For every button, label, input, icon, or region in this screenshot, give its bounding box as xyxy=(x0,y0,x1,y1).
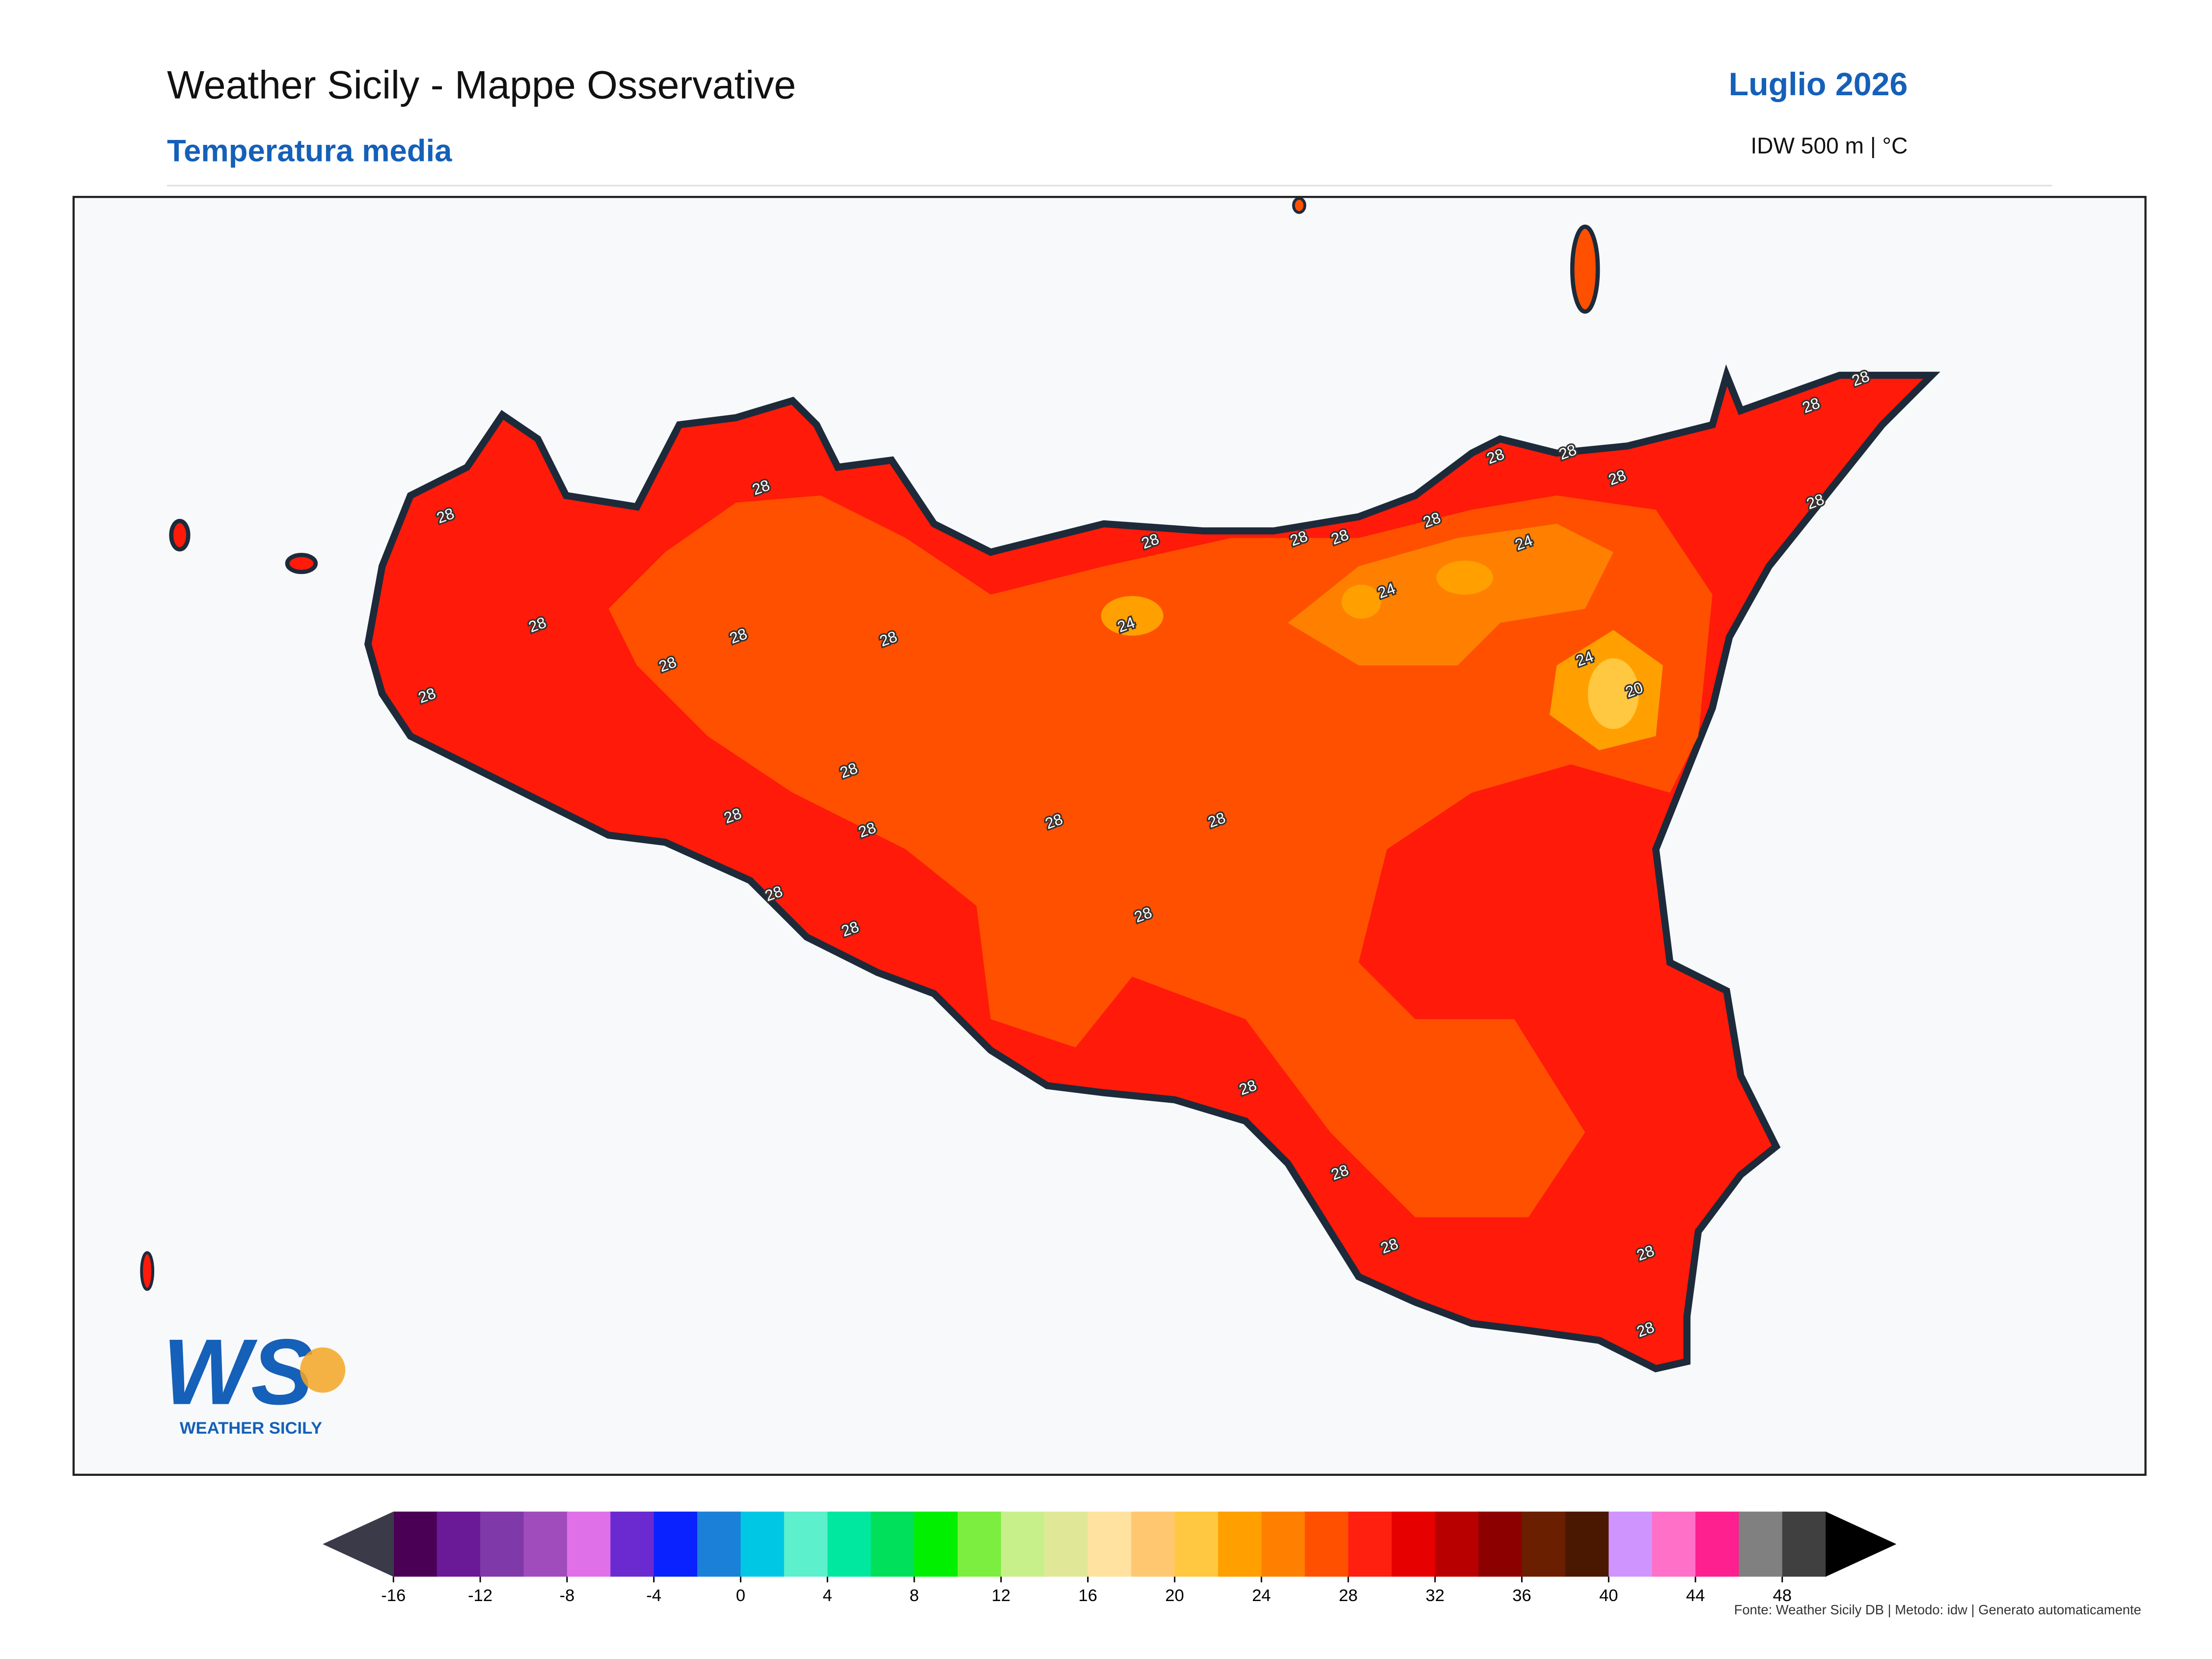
colorbar-tick-label: 16 xyxy=(1078,1586,1097,1605)
colorbar-tick-label: 24 xyxy=(1252,1586,1271,1605)
colorbar-bin xyxy=(1131,1511,1175,1577)
warm-area xyxy=(608,495,1713,1218)
colorbar-bin xyxy=(1044,1511,1089,1577)
colorbar-tick-label: 4 xyxy=(823,1586,832,1605)
logo: WS WEATHER SICILY xyxy=(163,1320,346,1438)
colorbar-bin xyxy=(437,1511,481,1577)
colorbar-bin xyxy=(1522,1511,1566,1577)
mild-area xyxy=(1287,523,1613,666)
colorbar-bin xyxy=(740,1511,785,1577)
colorbar-bin xyxy=(1174,1511,1219,1577)
nebrodi-area xyxy=(1436,560,1493,595)
logo-name: WEATHER SICILY xyxy=(180,1419,322,1438)
nebrodi-area xyxy=(1341,584,1382,619)
colorbar-tick-label: -16 xyxy=(381,1586,406,1605)
subtitle: Temperatura media xyxy=(167,134,452,168)
island xyxy=(1292,197,1307,214)
colorbar-bin xyxy=(480,1511,524,1577)
colorbar-bin xyxy=(1392,1511,1436,1577)
colorbar-tick-label: 28 xyxy=(1339,1586,1358,1605)
colorbar-bin xyxy=(827,1511,872,1577)
colorbar-bin xyxy=(957,1511,1002,1577)
colorbar-bin xyxy=(1652,1511,1696,1577)
island xyxy=(1570,224,1600,314)
colorbar-under xyxy=(323,1511,394,1577)
colorbar-bin xyxy=(523,1511,568,1577)
colorbar-tick-label: 44 xyxy=(1686,1586,1705,1605)
etna-peak xyxy=(1587,658,1639,729)
colorbar-tick-label: 8 xyxy=(909,1586,919,1605)
period: Luglio 2026 xyxy=(1729,66,1908,103)
footer-source: Fonte: Weather Sicily DB | Metodo: idw |… xyxy=(1734,1602,2141,1617)
colorbar-bin xyxy=(610,1511,655,1577)
colorbar-bin xyxy=(1478,1511,1523,1577)
colorbar-bin xyxy=(1305,1511,1349,1577)
colorbar-tick-label: 40 xyxy=(1599,1586,1618,1605)
colorbar-bin xyxy=(1739,1511,1783,1577)
island xyxy=(169,518,191,552)
colorbar-bin xyxy=(1565,1511,1610,1577)
colorbar-tick-label: 12 xyxy=(991,1586,1010,1605)
madonie-area xyxy=(1101,596,1164,636)
colorbar-bin xyxy=(1218,1511,1262,1577)
colorbar-bin xyxy=(1609,1511,1653,1577)
colorbar-bin xyxy=(567,1511,611,1577)
colorbar-tick-label: 32 xyxy=(1425,1586,1444,1605)
colorbar-bin xyxy=(1261,1511,1306,1577)
colorbar-tick-label: 36 xyxy=(1512,1586,1531,1605)
colorbar-bin xyxy=(393,1511,438,1577)
colorbar-tick-label: 0 xyxy=(736,1586,745,1605)
title: Weather Sicily - Mappe Osservative xyxy=(167,63,796,107)
island xyxy=(140,1251,155,1291)
colorbar-bin xyxy=(1435,1511,1479,1577)
method: IDW 500 m | °C xyxy=(1750,133,1908,158)
colorbar-tick-label: -8 xyxy=(559,1586,574,1605)
logo-mark: WS xyxy=(163,1320,313,1424)
colorbar-bin xyxy=(1695,1511,1740,1577)
logo-sun xyxy=(300,1347,346,1393)
colorbar-bin xyxy=(914,1511,958,1577)
island xyxy=(285,553,318,574)
colorbar-bin xyxy=(1782,1511,1827,1577)
colorbar-bin xyxy=(1088,1511,1132,1577)
colorbar-bin xyxy=(1001,1511,1045,1577)
colorbar-bin xyxy=(784,1511,828,1577)
colorbar-tick-label: -12 xyxy=(468,1586,492,1605)
colorbar-over xyxy=(1826,1511,1897,1577)
colorbar-bin xyxy=(1348,1511,1393,1577)
colorbar-bin xyxy=(654,1511,698,1577)
colorbar-tick-label: 48 xyxy=(1773,1586,1792,1605)
colorbar-tick-label: -4 xyxy=(646,1586,661,1605)
colorbar-bin xyxy=(697,1511,741,1577)
colorbar-bin xyxy=(871,1511,915,1577)
colorbar-tick-label: 20 xyxy=(1165,1586,1184,1605)
colorbar: -16 -12 -8 -4 0 4 8 12 16 20 24 28 32 36 40 44 48 xyxy=(323,1511,1897,1605)
